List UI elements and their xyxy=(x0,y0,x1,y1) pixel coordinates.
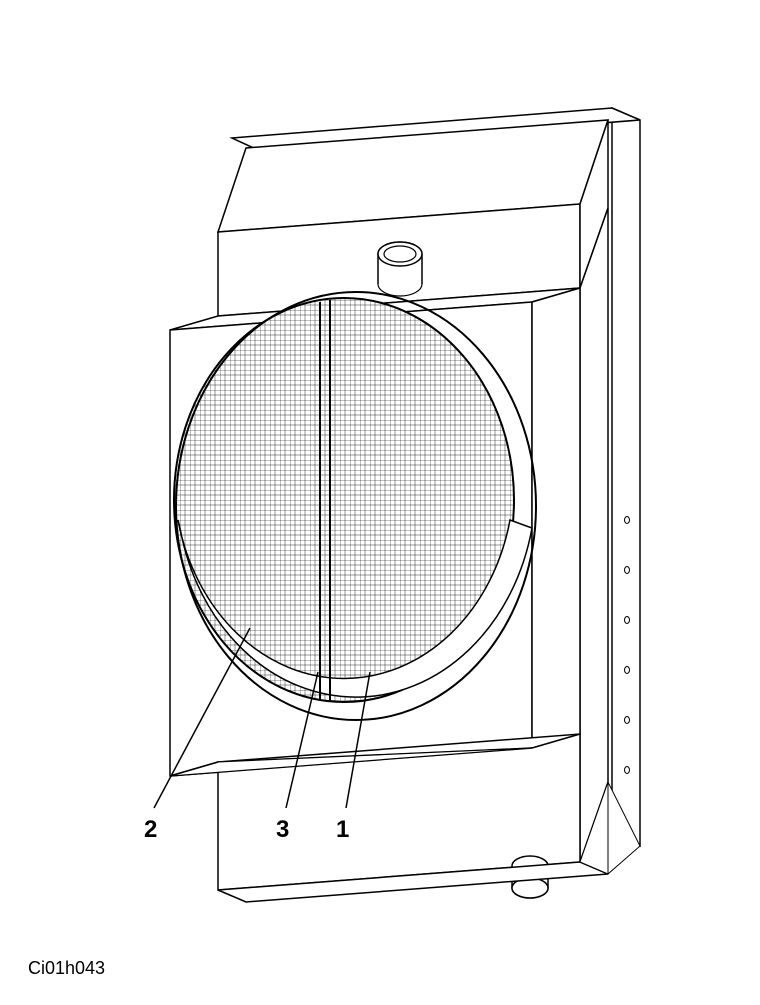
callout-3: 3 xyxy=(276,816,289,844)
rear-flange xyxy=(612,108,640,846)
side-panel xyxy=(580,208,608,862)
center-bar xyxy=(320,300,330,702)
radiator-diagram xyxy=(0,0,760,1000)
callout-2: 2 xyxy=(144,816,157,844)
callout-1: 1 xyxy=(336,816,349,844)
reference-id: Ci01h043 xyxy=(28,958,105,979)
diagram-container: 2 3 1 Ci01h043 xyxy=(0,0,760,1000)
top-inlet xyxy=(378,242,422,296)
